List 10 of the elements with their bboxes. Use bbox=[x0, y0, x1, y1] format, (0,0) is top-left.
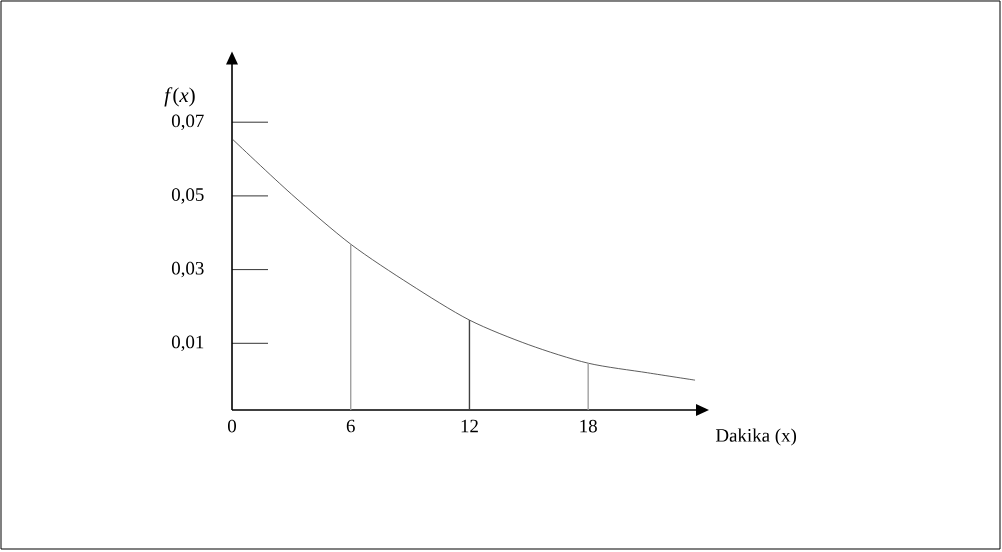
x-tick-label: 18 bbox=[580, 419, 597, 433]
y-tick-label: 0,01 bbox=[171, 335, 204, 352]
y-tick-label: 0,03 bbox=[171, 261, 204, 278]
y-axis-title: f(x) bbox=[164, 87, 195, 107]
x-tick-label: 6 bbox=[346, 419, 355, 433]
x-axis-title: Dakika (x) bbox=[715, 428, 797, 446]
x-tick-label: 12 bbox=[461, 419, 478, 433]
x-tick-label: 0 bbox=[227, 419, 236, 433]
y-tick-label: 0,07 bbox=[171, 114, 204, 130]
y-tick-label: 0,05 bbox=[171, 188, 204, 204]
